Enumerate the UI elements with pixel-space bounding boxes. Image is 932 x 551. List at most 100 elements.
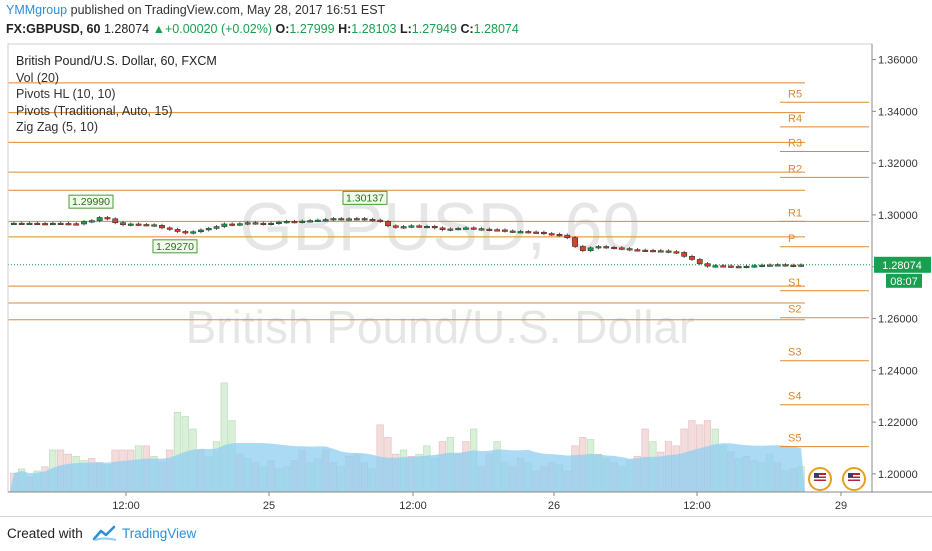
candle xyxy=(112,218,119,223)
watermark-name: British Pound/U.S. Dollar xyxy=(186,301,695,353)
candle xyxy=(470,227,477,230)
candle xyxy=(416,225,423,228)
candle xyxy=(751,265,758,268)
candle xyxy=(572,237,578,247)
candle xyxy=(587,247,594,251)
y-tick-label: 1.32000 xyxy=(878,158,918,170)
candle xyxy=(540,231,547,235)
flag-stripes xyxy=(848,473,860,481)
candle xyxy=(34,222,41,225)
candle xyxy=(237,223,243,226)
x-tick-label: 25 xyxy=(263,500,275,512)
flag-canton xyxy=(848,473,853,477)
legend-item-volume[interactable]: Vol (20) xyxy=(16,70,60,85)
publisher-link[interactable]: YMMgroup xyxy=(6,3,68,17)
legend-title[interactable]: British Pound/U.S. Dollar, 60, FXCM xyxy=(16,54,217,68)
candle xyxy=(743,265,750,268)
candle xyxy=(151,224,158,227)
candle xyxy=(665,250,672,253)
candle xyxy=(579,246,586,251)
candle xyxy=(135,223,142,226)
candle xyxy=(353,218,360,221)
candle xyxy=(720,265,727,268)
candle xyxy=(455,228,462,231)
candle xyxy=(283,221,290,224)
countdown-label: 08:07 xyxy=(890,276,918,288)
candle xyxy=(790,264,797,267)
candle xyxy=(159,224,165,229)
pivot-hl-box xyxy=(68,194,114,209)
flag-stripe xyxy=(814,475,826,477)
candle xyxy=(143,224,150,227)
candle xyxy=(190,231,197,234)
close-value: 1.28074 xyxy=(473,22,519,36)
candle xyxy=(657,250,664,253)
candle xyxy=(268,222,275,225)
candle xyxy=(338,218,345,221)
legend-item-pivots-hl[interactable]: Pivots HL (10, 10) xyxy=(16,87,116,101)
candle xyxy=(696,259,703,264)
candle xyxy=(73,223,80,226)
candle xyxy=(57,222,64,225)
candle xyxy=(603,246,610,249)
candle xyxy=(774,264,781,267)
candle xyxy=(798,264,805,267)
candle xyxy=(198,229,204,233)
candle xyxy=(681,252,688,257)
y-tick-label: 1.24000 xyxy=(878,365,918,377)
symbol-label: FX:GBPUSD, 60 xyxy=(6,22,101,36)
candle xyxy=(642,249,649,252)
volume-ma-area xyxy=(10,443,805,492)
high-label: H: xyxy=(338,22,352,36)
candle xyxy=(49,222,56,225)
candle xyxy=(104,217,111,220)
pivot-hl-box xyxy=(152,239,198,254)
candle xyxy=(673,251,680,254)
last-price-tag xyxy=(874,256,931,273)
x-tick-label: 29 xyxy=(835,500,847,512)
y-tick-label: 1.30000 xyxy=(878,210,918,222)
candle xyxy=(213,226,220,229)
candle xyxy=(634,249,641,252)
y-tick-label: 1.26000 xyxy=(878,313,918,325)
candle xyxy=(307,220,313,223)
candle xyxy=(782,264,789,267)
candle xyxy=(735,266,742,269)
tradingview-link[interactable]: TradingView xyxy=(122,526,197,541)
candle xyxy=(618,247,625,250)
candle xyxy=(377,219,384,222)
candle xyxy=(385,221,391,227)
candle xyxy=(502,229,508,232)
candle xyxy=(18,222,25,225)
pivot-hl-box xyxy=(342,190,388,205)
candle xyxy=(120,222,126,226)
candle xyxy=(486,228,493,231)
pivot-hl-label: 1.29270 xyxy=(156,241,194,253)
candle xyxy=(361,218,368,221)
candle xyxy=(650,250,656,253)
y-tick-label: 1.22000 xyxy=(878,417,918,429)
candle xyxy=(299,220,306,223)
up-arrow-icon: ▲ xyxy=(152,22,165,36)
candle xyxy=(96,217,103,221)
candle xyxy=(81,221,87,225)
flag-stripe xyxy=(848,475,860,477)
x-tick-label: 12:00 xyxy=(112,500,140,512)
candle xyxy=(759,264,766,267)
candle xyxy=(447,228,454,231)
legend-item-pivots[interactable]: Pivots (Traditional, Auto, 15) xyxy=(16,103,173,118)
pivot-label-s1: S1 xyxy=(788,277,801,289)
x-tick-label: 26 xyxy=(548,500,560,512)
candle xyxy=(26,222,33,225)
candle xyxy=(689,256,695,260)
pivot-label-s5: S5 xyxy=(788,433,801,445)
candle xyxy=(494,229,501,232)
event-flag-icon xyxy=(842,467,866,491)
created-with-label: Created with xyxy=(7,526,83,541)
candle xyxy=(166,227,173,230)
price-chart[interactable]: GBPUSD, 60 British Pound/U.S. Dollar 1.36… xyxy=(0,0,932,516)
pivot-label-p: P xyxy=(788,233,795,245)
legend-item-zigzag[interactable]: Zig Zag (5, 10) xyxy=(16,120,98,134)
candle xyxy=(252,222,259,225)
y-tick-label: 1.36000 xyxy=(878,55,918,67)
